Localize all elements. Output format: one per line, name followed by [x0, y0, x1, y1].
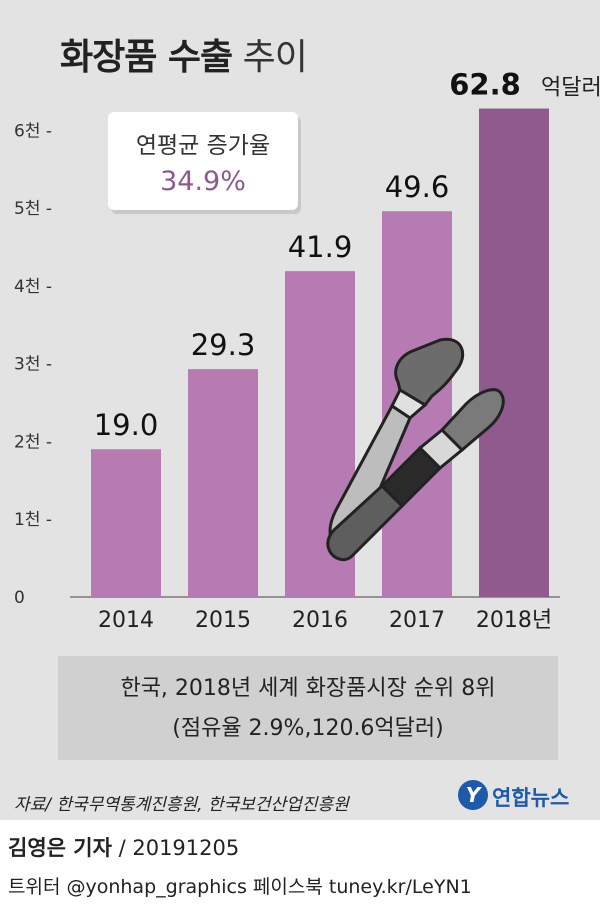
y-tick-label: 4천 -: [14, 277, 52, 297]
data-label: 19.0: [94, 408, 159, 442]
reporter-name: 김영은 기자: [8, 836, 112, 860]
y-tick-label: 2천 -: [14, 432, 52, 452]
reporter-credit: 김영은 기자 / 20191205: [8, 832, 239, 862]
yonhap-logo-mark: Y: [458, 780, 488, 810]
cagr-label: 연평균 증가율: [135, 133, 271, 159]
cagr-box: 연평균 증가율 34.9%: [108, 112, 298, 210]
ranking-info-line2: (점유율 2.9%,120.6억달러): [172, 716, 444, 741]
bar: [479, 108, 549, 598]
bar: [91, 449, 161, 597]
yonhap-logo-text: 연합뉴스: [492, 786, 570, 810]
data-label: 41.9: [288, 230, 353, 264]
chart-title: 화장품 수출 추이: [60, 28, 308, 80]
x-tick-label: 2017: [389, 608, 445, 633]
x-tick-label: 2018년: [476, 608, 552, 633]
x-tick-label: 2014: [98, 608, 154, 633]
y-tick-label: 5천 -: [14, 199, 52, 219]
y-tick-label: 1천 -: [14, 510, 52, 530]
title-light: 추이: [242, 37, 308, 78]
y-tick-label: 0: [14, 588, 25, 608]
bar-chart: 0 1천 - 2천 - 3천 - 4천 - 5천 - 6천 - 2014 2015 2016 20…: [14, 68, 600, 633]
y-tick-label: 3천 -: [14, 355, 52, 375]
ranking-info-line1: 한국, 2018년 세계 화장품시장 순위 8위: [120, 676, 496, 701]
unit-label: 억달러: [541, 76, 600, 101]
social-credit: 트위터 @yonhap_graphics 페이스북 tuney.kr/LeYN1: [8, 876, 472, 898]
source-note: 자료/ 한국무역통계진흥원, 한국보건산업진흥원: [14, 795, 349, 815]
y-tick-label: 6천 -: [14, 121, 52, 141]
cagr-value: 34.9%: [160, 166, 246, 197]
ranking-info-box: 한국, 2018년 세계 화장품시장 순위 8위 (점유율 2.9%,120.6…: [58, 656, 558, 760]
title-bold: 화장품 수출: [60, 37, 233, 78]
x-tick-label: 2015: [195, 608, 251, 633]
data-label: 62.8: [449, 68, 521, 102]
lipstick-icon: [326, 388, 505, 562]
data-label: 29.3: [191, 328, 256, 362]
x-tick-label: 2016: [292, 608, 348, 633]
data-label: 49.6: [385, 170, 450, 204]
credit-date: / 20191205: [111, 836, 240, 860]
bar: [188, 369, 258, 597]
